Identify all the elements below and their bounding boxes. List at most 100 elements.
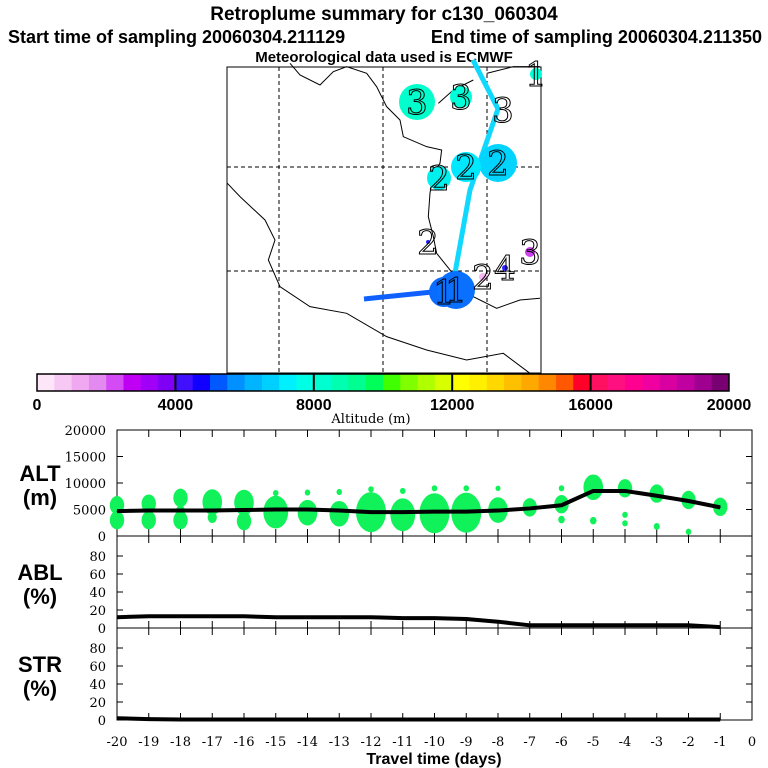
colorbar-cell	[538, 374, 557, 391]
x-tick-label: -2	[682, 735, 695, 750]
y-tick-label: 40	[89, 678, 106, 693]
colorbar-tick-label: 16000	[568, 397, 613, 414]
plume-marker	[437, 271, 475, 309]
data-point	[370, 719, 372, 721]
colorbar-cell	[123, 374, 142, 391]
altitude-cluster	[173, 488, 188, 508]
marker-label: 3	[406, 83, 428, 123]
panel-alt: 0 5000 10000 15000 20000 ALT(m)	[19, 424, 753, 545]
marker-label: 2	[428, 159, 450, 199]
data-point	[338, 616, 340, 618]
plume-marker	[525, 247, 535, 257]
colorbar-tick-label: 4000	[158, 397, 194, 414]
panel-abl: 0 20 40 60 80 ABL(%)	[17, 535, 753, 637]
x-tick-label: -14	[297, 735, 318, 750]
y-tick-label: 5000	[73, 504, 106, 519]
x-tick-label: -15	[265, 735, 286, 750]
colorbar-cell	[296, 374, 315, 391]
colorbar-cell	[659, 374, 678, 391]
data-point	[656, 719, 658, 721]
series-line	[116, 614, 721, 630]
y-tick-label: 60	[89, 568, 106, 583]
marker-label: 2	[472, 258, 494, 298]
y-tick-label: 0	[98, 714, 106, 729]
plume-marker	[451, 152, 481, 182]
data-point	[719, 506, 721, 508]
plume-marker	[530, 68, 542, 80]
altitude-cluster	[336, 488, 343, 496]
data-point	[211, 510, 213, 512]
colorbar-cell	[244, 374, 263, 391]
colorbar-cell	[331, 374, 349, 391]
marker-label: 2	[417, 223, 439, 263]
colorbar-cell	[106, 374, 124, 391]
colorbar-cell	[88, 374, 107, 391]
panel-label: STR	[18, 652, 62, 677]
y-tick-label: 10000	[65, 477, 106, 492]
y-tick-label: 80	[89, 642, 106, 657]
data-point	[434, 617, 435, 619]
panel-frame	[116, 627, 753, 721]
data-point	[180, 510, 181, 512]
data-point	[275, 616, 277, 618]
altitude-colorbar: 0 4000 8000 12000 16000 20000	[33, 373, 751, 414]
data-point	[592, 719, 594, 721]
colorbar-cell	[175, 374, 194, 391]
plume-marker	[450, 86, 472, 108]
data-point	[465, 719, 467, 721]
altitude-cluster	[622, 520, 628, 527]
colorbar-cell	[417, 374, 436, 391]
y-tick-label: 20	[89, 696, 106, 711]
colorbar-cell	[279, 374, 297, 391]
altitude-cluster	[263, 495, 289, 529]
colorbar-cell	[504, 374, 522, 391]
colorbar-cell	[677, 374, 695, 391]
colorbar-tick-label: 12000	[430, 397, 475, 414]
series-line	[116, 716, 721, 722]
data-point	[307, 719, 308, 721]
data-point	[402, 511, 404, 513]
altitude-cluster	[495, 485, 501, 492]
altitude-cluster	[304, 489, 311, 496]
data-point	[148, 718, 150, 720]
panel-frame	[116, 535, 753, 629]
colorbar-label: Altitude (m)	[330, 412, 410, 427]
colorbar-cell	[227, 374, 246, 391]
x-tick-label: -10	[424, 735, 445, 750]
plume-marker	[479, 144, 517, 182]
altitude-cluster	[558, 515, 565, 524]
altitude-cluster	[109, 510, 125, 530]
y-tick-label: 40	[89, 586, 106, 601]
data-point	[148, 510, 150, 512]
data-point	[148, 615, 150, 617]
data-point	[656, 624, 658, 626]
data-point	[116, 510, 118, 512]
colorbar-cell	[313, 374, 332, 391]
x-tick-label: -5	[587, 735, 600, 750]
data-point	[434, 511, 435, 513]
altitude-cluster	[617, 479, 633, 498]
y-tick-label: 60	[89, 660, 106, 675]
x-tick-label: -3	[650, 735, 663, 750]
colorbar-cell	[365, 374, 384, 391]
data-point	[370, 616, 372, 618]
colorbar-cell	[37, 374, 55, 391]
colorbar-cell	[383, 374, 401, 391]
plume-marker	[427, 166, 451, 190]
data-point	[434, 719, 435, 721]
x-tick-label: -18	[170, 735, 191, 750]
panel-label: ABL	[17, 560, 62, 585]
data-point	[561, 624, 562, 626]
x-tick-label: -16	[234, 735, 255, 750]
data-point	[243, 509, 245, 511]
data-point	[243, 615, 245, 617]
data-point	[180, 719, 181, 721]
data-point	[688, 500, 689, 502]
data-point	[497, 510, 499, 512]
y-tick-label: 20000	[65, 424, 106, 439]
marker-label: 1	[445, 271, 467, 311]
data-point	[529, 719, 531, 721]
colorbar-cell	[556, 374, 574, 391]
y-tick-label: 20	[89, 604, 106, 619]
